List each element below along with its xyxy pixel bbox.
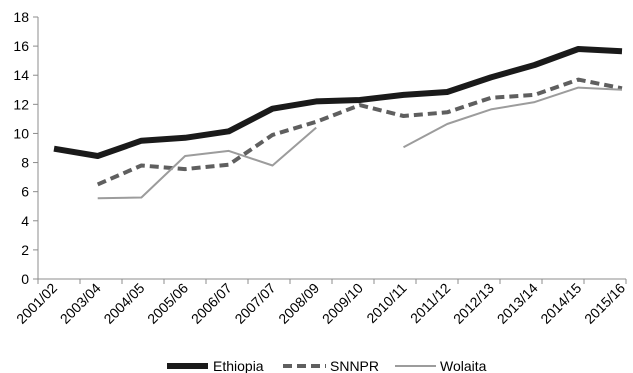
y-tick-label: 14 xyxy=(13,67,29,83)
y-tick-label: 12 xyxy=(13,96,29,112)
series-line-ethiopia xyxy=(53,46,623,159)
legend: Ethiopia SNNPR Wolaita xyxy=(167,358,487,373)
x-tick-label: 2014/15 xyxy=(537,280,584,327)
x-tick-label: 2013/14 xyxy=(494,280,541,327)
legend-label: Wolaita xyxy=(440,358,487,373)
legend-label: SNNPR xyxy=(330,358,379,373)
series-line-wolaita xyxy=(97,126,317,200)
x-tick-label: 2007/07 xyxy=(231,280,278,327)
y-tick-label: 6 xyxy=(21,184,29,200)
y-tick-label: 18 xyxy=(13,9,29,25)
y-tick-label: 16 xyxy=(13,38,29,54)
x-tick-label: 2005/06 xyxy=(144,280,191,327)
y-tick-label: 4 xyxy=(21,213,29,229)
legend-label: Ethiopia xyxy=(213,358,264,373)
y-tick-label: 8 xyxy=(21,155,29,171)
x-tick-label: 2012/13 xyxy=(450,280,497,327)
x-tick-label: 2004/05 xyxy=(100,280,147,327)
series-ethiopia xyxy=(53,46,623,159)
x-tick-label: 2003/04 xyxy=(57,280,104,327)
y-tick-label: 2 xyxy=(21,242,29,258)
x-axis: 2001/022003/042004/052005/062006/072007/… xyxy=(13,278,628,327)
legend-item-snnpr: SNNPR xyxy=(283,358,379,373)
series-line-snnpr xyxy=(96,77,623,187)
x-tick-label: 2011/12 xyxy=(407,280,454,327)
legend-item-ethiopia: Ethiopia xyxy=(167,358,264,373)
series-line-wolaita xyxy=(403,86,623,149)
x-tick-label: 2010/11 xyxy=(363,280,410,327)
x-tick-label: 2015/16 xyxy=(581,280,628,327)
series-snnpr xyxy=(96,77,623,187)
y-tick-label: 10 xyxy=(13,125,29,141)
y-tick-label: 0 xyxy=(21,271,29,287)
y-axis: 0 2 4 6 8 10 12 14 16 18 xyxy=(13,9,39,287)
x-tick-label: 2006/07 xyxy=(188,280,235,327)
series-wolaita xyxy=(97,86,623,200)
series-layer xyxy=(53,46,623,200)
x-tick-label: 2008/09 xyxy=(275,280,322,327)
legend-item-wolaita: Wolaita xyxy=(395,358,487,373)
x-tick-label: 2001/02 xyxy=(13,280,60,327)
x-tick-label: 2009/10 xyxy=(319,280,366,327)
